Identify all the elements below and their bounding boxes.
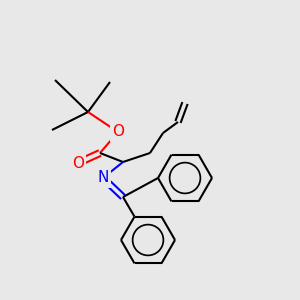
Text: N: N — [97, 170, 109, 185]
Text: O: O — [112, 124, 124, 140]
Text: O: O — [72, 155, 84, 170]
